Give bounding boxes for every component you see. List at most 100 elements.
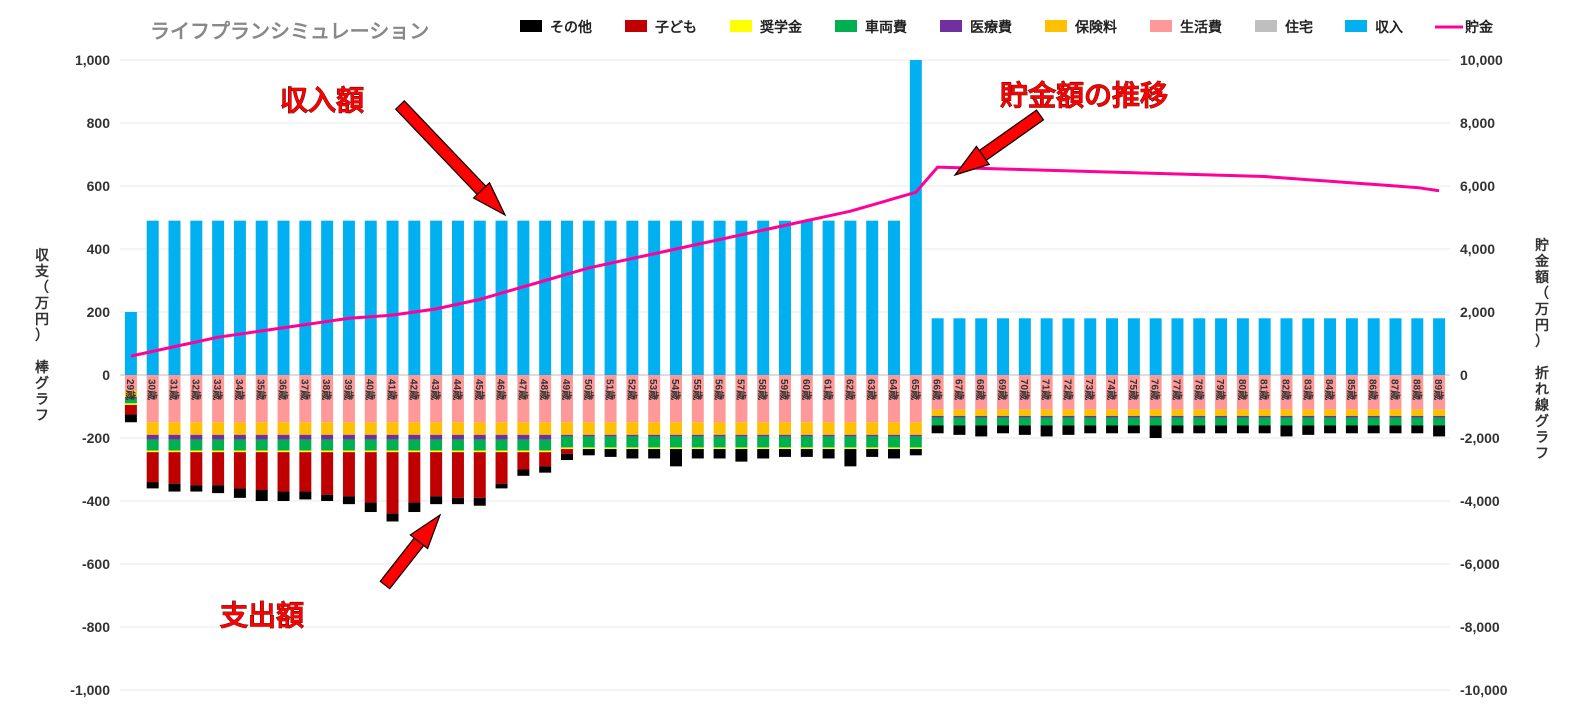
- bar-medical: [517, 435, 529, 440]
- bar-insurance: [888, 422, 900, 435]
- legend-label: 生活費: [1180, 19, 1222, 35]
- bar-insurance: [997, 410, 1009, 416]
- bar-other: [299, 492, 311, 500]
- bar-vehicle: [343, 440, 355, 451]
- bar-medical: [1302, 416, 1314, 418]
- legend-label: 医療費: [970, 19, 1012, 35]
- age-label: 31歳: [168, 379, 181, 400]
- bar-scholarship: [735, 447, 747, 449]
- bar-vehicle: [888, 436, 900, 447]
- bar-other: [997, 425, 1009, 433]
- bar-children: [539, 452, 551, 466]
- bar-vehicle: [714, 436, 726, 447]
- age-label: 37歳: [298, 379, 311, 400]
- bar-vehicle: [1193, 418, 1205, 426]
- age-label: 46歳: [495, 379, 508, 400]
- bar-medical: [844, 435, 856, 437]
- bar-vehicle: [1324, 418, 1336, 426]
- age-label: 47歳: [516, 379, 529, 400]
- bar-medical: [1411, 416, 1423, 418]
- age-label: 66歳: [931, 379, 944, 400]
- bar-medical: [953, 416, 965, 418]
- bar-other: [1302, 425, 1314, 434]
- bar-children: [452, 452, 464, 498]
- bar-other: [212, 485, 224, 493]
- bar-vehicle: [648, 436, 660, 447]
- bar-scholarship: [474, 451, 486, 453]
- bar-income: [1302, 318, 1314, 375]
- bar-other: [1062, 425, 1074, 434]
- bar-income: [605, 221, 617, 375]
- bar-insurance: [605, 422, 617, 435]
- bar-scholarship: [888, 447, 900, 449]
- bar-vehicle: [387, 440, 399, 451]
- bar-vehicle: [256, 440, 268, 451]
- bar-vehicle: [169, 440, 181, 451]
- bar-medical: [496, 435, 508, 440]
- age-label: 42歳: [407, 379, 420, 400]
- bar-children: [430, 452, 442, 496]
- bar-income: [1128, 318, 1140, 375]
- bar-scholarship: [278, 451, 290, 453]
- bar-medical: [1084, 416, 1096, 418]
- bar-vehicle: [801, 436, 813, 447]
- bar-children: [147, 452, 159, 482]
- bar-income: [517, 221, 529, 375]
- bar-medical: [234, 435, 246, 440]
- bar-insurance: [474, 422, 486, 435]
- bar-children: [408, 452, 420, 502]
- bar-other: [888, 449, 900, 458]
- bar-insurance: [343, 422, 355, 435]
- bar-scholarship: [823, 447, 835, 449]
- bar-income: [343, 221, 355, 375]
- right-tick: -8,000: [1460, 619, 1500, 635]
- bar-income: [496, 221, 508, 375]
- age-label: 85歳: [1345, 379, 1358, 400]
- bar-vehicle: [1368, 418, 1380, 426]
- bar-income: [910, 60, 922, 375]
- age-label: 61歳: [822, 379, 835, 400]
- bar-vehicle: [1150, 418, 1162, 426]
- bar-insurance: [1368, 410, 1380, 416]
- bar-vehicle: [735, 436, 747, 447]
- bar-income: [234, 221, 246, 375]
- bar-insurance: [823, 422, 835, 435]
- bar-vehicle: [605, 436, 617, 447]
- bar-other: [757, 449, 769, 458]
- legend-label: 保険料: [1074, 19, 1117, 35]
- left-tick: -800: [82, 619, 110, 635]
- bar-income: [212, 221, 224, 375]
- bar-medical: [430, 435, 442, 440]
- bar-other: [975, 425, 987, 436]
- right-tick: 8,000: [1460, 115, 1495, 131]
- right-tick: 0: [1460, 367, 1468, 383]
- bar-medical: [648, 435, 660, 437]
- bar-medical: [387, 435, 399, 440]
- bar-scholarship: [234, 451, 246, 453]
- bar-medical: [714, 435, 726, 437]
- bar-income: [1019, 318, 1031, 375]
- bar-insurance: [1041, 410, 1053, 416]
- right-tick: 4,000: [1460, 241, 1495, 257]
- bar-scholarship: [343, 451, 355, 453]
- bar-income: [561, 221, 573, 375]
- bar-insurance: [757, 422, 769, 435]
- bar-insurance: [953, 410, 965, 416]
- age-label: 78歳: [1192, 379, 1205, 400]
- bar-other: [1041, 425, 1053, 436]
- bar-insurance: [1084, 410, 1096, 416]
- bar-income: [779, 221, 791, 375]
- bar-insurance: [365, 422, 377, 435]
- bar-insurance: [844, 422, 856, 435]
- bar-scholarship: [866, 447, 878, 449]
- bar-other: [539, 466, 551, 472]
- bar-scholarship: [801, 447, 813, 449]
- chart-container: ライフプランシミュレーションその他子ども奨学金車両費医療費保険料生活費住宅収入貯…: [0, 0, 1576, 708]
- bar-vehicle: [452, 440, 464, 451]
- bar-medical: [1215, 416, 1227, 418]
- bar-income: [1171, 318, 1183, 375]
- bar-other: [1193, 425, 1205, 433]
- bar-other: [190, 485, 202, 491]
- bar-medical: [1193, 416, 1205, 418]
- bar-other: [801, 449, 813, 457]
